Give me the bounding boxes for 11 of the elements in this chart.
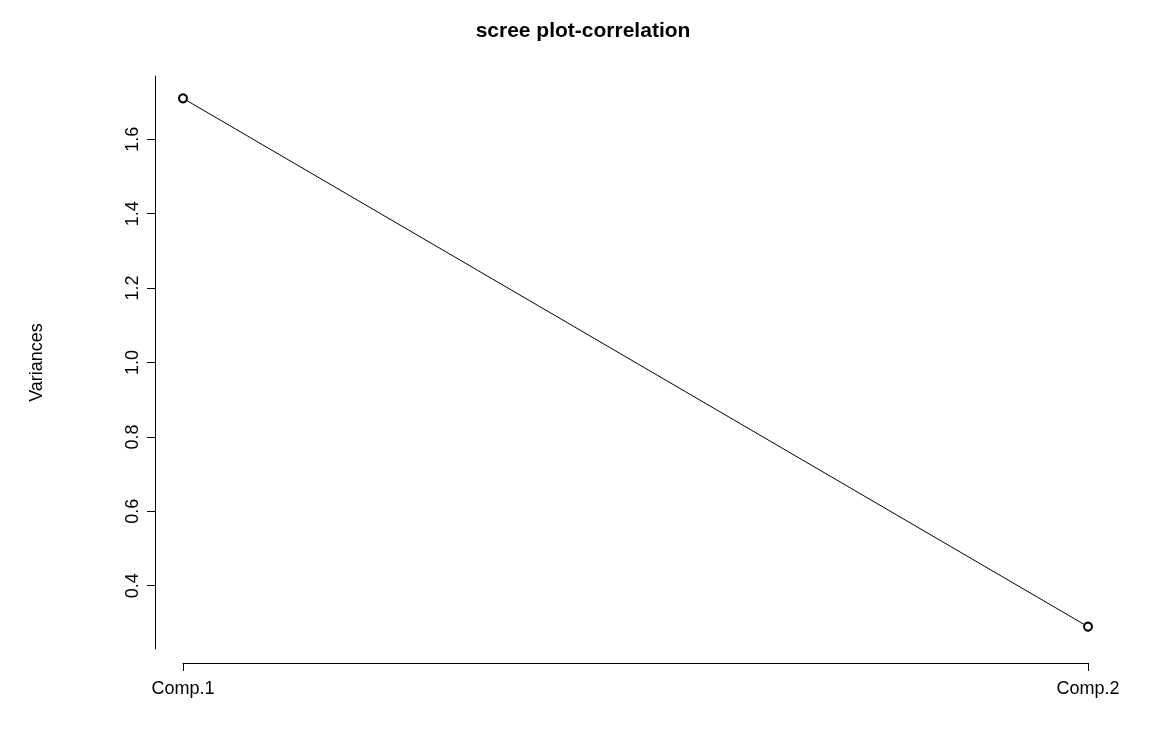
chart-title: scree plot-correlation [475, 18, 691, 41]
y-tick-label: 1.0 [122, 349, 142, 376]
x-tick-label: Comp.1 [151, 678, 215, 698]
y-tick-label: 0.6 [122, 498, 142, 524]
y-tick-label: 1.4 [122, 201, 142, 227]
x-tick-label: Comp.2 [1056, 678, 1120, 698]
y-axis-title: Variances [26, 323, 46, 402]
y-tick-label: 0.8 [122, 424, 142, 450]
y-tick-label: 1.6 [122, 126, 142, 152]
y-tick-label: 1.2 [122, 275, 142, 301]
y-tick-label: 0.4 [122, 573, 142, 599]
